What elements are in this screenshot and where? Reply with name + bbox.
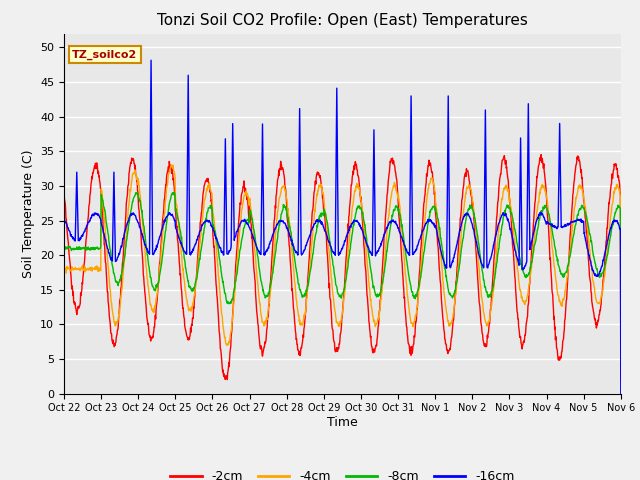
- -4cm: [184, 304, 192, 310]
- Line: -16cm: -16cm: [64, 60, 621, 395]
- -4cm: [247, 206, 255, 212]
- -2cm: [60, 189, 68, 194]
- -4cm: [168, 162, 175, 168]
- -16cm: [551, 223, 559, 229]
- -2cm: [184, 336, 191, 342]
- -16cm: [617, 392, 625, 397]
- Text: TZ_soilco2: TZ_soilco2: [72, 50, 138, 60]
- -8cm: [502, 204, 510, 210]
- Line: -4cm: -4cm: [64, 165, 621, 345]
- -8cm: [132, 190, 140, 196]
- -8cm: [247, 210, 255, 216]
- -16cm: [184, 72, 192, 78]
- -4cm: [171, 171, 179, 177]
- -2cm: [170, 185, 178, 191]
- -16cm: [429, 220, 437, 226]
- -4cm: [552, 273, 559, 279]
- -2cm: [537, 152, 545, 157]
- -4cm: [429, 180, 437, 185]
- -2cm: [551, 324, 559, 330]
- -4cm: [502, 182, 510, 188]
- -4cm: [223, 342, 230, 348]
- Line: -8cm: -8cm: [64, 193, 621, 303]
- -8cm: [225, 300, 232, 306]
- X-axis label: Time: Time: [327, 416, 358, 429]
- -16cm: [171, 218, 179, 224]
- -16cm: [147, 57, 155, 63]
- -8cm: [184, 278, 192, 284]
- -4cm: [60, 266, 68, 272]
- -8cm: [617, 300, 625, 306]
- -16cm: [246, 227, 254, 232]
- -16cm: [60, 216, 68, 222]
- -8cm: [429, 203, 437, 209]
- Title: Tonzi Soil CO2 Profile: Open (East) Temperatures: Tonzi Soil CO2 Profile: Open (East) Temp…: [157, 13, 528, 28]
- -2cm: [502, 161, 509, 167]
- -4cm: [617, 342, 625, 348]
- -2cm: [429, 176, 436, 181]
- -2cm: [246, 205, 254, 211]
- -8cm: [171, 190, 179, 196]
- Line: -2cm: -2cm: [64, 155, 621, 380]
- Legend: -2cm, -4cm, -8cm, -16cm: -2cm, -4cm, -8cm, -16cm: [165, 465, 520, 480]
- -8cm: [60, 246, 68, 252]
- -2cm: [617, 377, 625, 383]
- -16cm: [502, 211, 509, 216]
- Y-axis label: Soil Temperature (C): Soil Temperature (C): [22, 149, 35, 278]
- -8cm: [552, 247, 559, 252]
